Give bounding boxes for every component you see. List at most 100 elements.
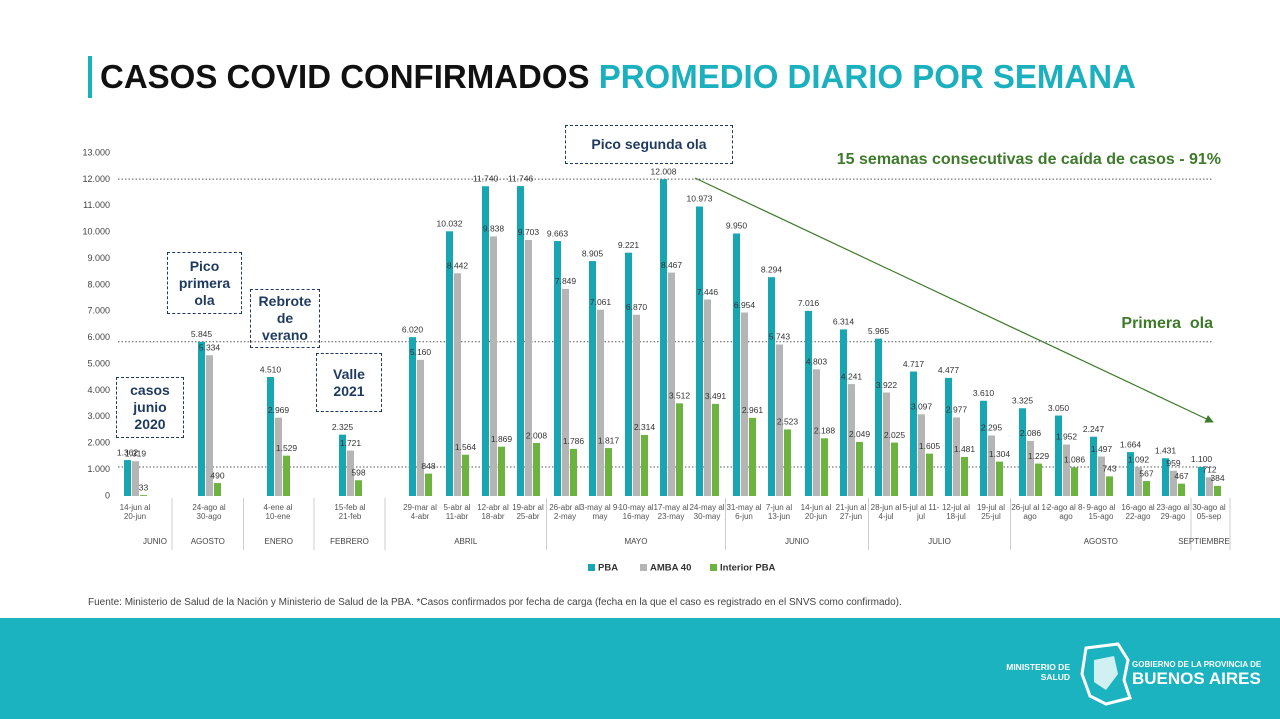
bar (910, 371, 917, 496)
bar (140, 495, 147, 496)
value-label: 1.952 (1056, 432, 1078, 442)
group-label: SEPTIEMBRE (1178, 537, 1230, 546)
bar (625, 252, 632, 496)
bar (805, 310, 812, 496)
y-tick-label: 11.000 (83, 200, 110, 210)
bar (1170, 470, 1177, 496)
bar (417, 359, 424, 496)
bar (821, 438, 828, 496)
group-label: JUNIO (143, 537, 167, 546)
value-label: 10.973 (687, 194, 713, 204)
value-label: 1.100 (1191, 454, 1213, 464)
bar (267, 377, 274, 496)
bar (132, 461, 139, 496)
value-label: 3.491 (705, 391, 727, 401)
value-label: 1.564 (455, 442, 477, 452)
bar (660, 179, 667, 497)
x-tick-label: 24-may al 30-may (689, 503, 725, 521)
bar (733, 233, 740, 496)
value-label: 10.032 (437, 219, 463, 229)
annotation-box: Pico segunda ola (565, 125, 733, 164)
value-label: 2.049 (849, 429, 871, 439)
bar (1206, 477, 1213, 496)
value-label: 11.740 (473, 173, 499, 183)
value-label: 1.229 (1028, 451, 1050, 461)
bar (633, 314, 640, 496)
bar (996, 461, 1003, 496)
bar (275, 417, 282, 496)
x-tick-label: 30-ago al 05-sep (1192, 503, 1226, 521)
group-label: JULIO (928, 537, 951, 546)
bar (1090, 436, 1097, 496)
value-label: 1.497 (1091, 444, 1113, 454)
annotation-box: Rebrote de verano (250, 289, 320, 348)
value-label: 2.969 (268, 405, 290, 415)
bar (1098, 456, 1105, 496)
value-label: 8.905 (582, 248, 604, 258)
value-label: 2.523 (777, 417, 799, 427)
bar (1063, 444, 1070, 496)
bar (676, 403, 683, 496)
bar (570, 448, 577, 496)
x-tick-label: 4-ene al 10-ene (263, 503, 293, 521)
value-label: 7.061 (590, 297, 612, 307)
value-label: 1.481 (954, 444, 976, 454)
value-label: 2.086 (1020, 428, 1042, 438)
bar (712, 403, 719, 496)
value-label: 4.510 (260, 364, 282, 374)
y-tick-label: 0 (105, 490, 110, 500)
bar (813, 369, 820, 496)
bar (283, 455, 290, 496)
bar (784, 429, 791, 496)
value-label: 9.838 (483, 224, 505, 234)
bar (206, 355, 213, 496)
x-tick-label: 24-ago al 30-ago (192, 503, 226, 521)
value-label: 712 (1202, 464, 1216, 474)
x-tick-label: 19-jul al 25-jul (976, 503, 1005, 521)
bar (605, 448, 612, 496)
value-label: 3.325 (1012, 396, 1034, 406)
bar (980, 400, 987, 496)
bar (1055, 415, 1062, 496)
bar (517, 186, 524, 496)
value-label: 1.362 (117, 447, 139, 457)
bar (953, 417, 960, 496)
x-tick-label: 23-ago al 29-ago (1156, 503, 1190, 521)
bar (1162, 458, 1169, 496)
ministry: MINISTERIO DE SALUD (1006, 662, 1070, 682)
value-label: 7.446 (697, 287, 719, 297)
value-label: 490 (210, 470, 224, 480)
value-label: 6.314 (833, 317, 855, 327)
bar (198, 341, 205, 496)
bar (124, 460, 131, 496)
legend-label: PBA (598, 563, 618, 574)
first-wave-annotation: Primera ola (1121, 315, 1213, 332)
value-label: 9.221 (618, 240, 640, 250)
bar (918, 414, 925, 496)
value-label: 1.319 (125, 448, 147, 458)
bar (1178, 483, 1185, 496)
bar (1071, 467, 1078, 496)
bar (1035, 463, 1042, 496)
value-label: 11.746 (508, 173, 534, 183)
subtitle: PROMEDIO DIARIO POR SEMANA (598, 58, 1136, 95)
value-label: 1.304 (989, 449, 1011, 459)
legend-swatch (588, 564, 595, 571)
group-label: ABRIL (454, 537, 478, 546)
y-tick-label: 9.000 (87, 253, 110, 263)
trend-annotation: 15 semanas consecutivas de caída de caso… (837, 151, 1221, 168)
value-label: 2.008 (526, 430, 548, 440)
group-label: JUNIO (785, 537, 809, 546)
y-tick-label: 8.000 (87, 279, 110, 289)
x-tick-label: 9-ago al 15-ago (1086, 503, 1116, 521)
y-tick-label: 1.000 (87, 464, 110, 474)
value-label: 8.467 (661, 260, 683, 270)
x-tick-label: 5-abr al 11-abr (443, 503, 471, 521)
y-tick-label: 4.000 (87, 385, 110, 395)
x-tick-label: 15-feb al 21-feb (334, 503, 366, 521)
x-tick-label: 10-may al 16-may (618, 503, 654, 521)
government: GOBIERNO DE LA PROVINCIA DE (1132, 660, 1262, 669)
x-tick-label: 5-jul al 11-jul (902, 503, 940, 521)
value-label: 7.849 (555, 276, 577, 286)
bar (562, 288, 569, 496)
